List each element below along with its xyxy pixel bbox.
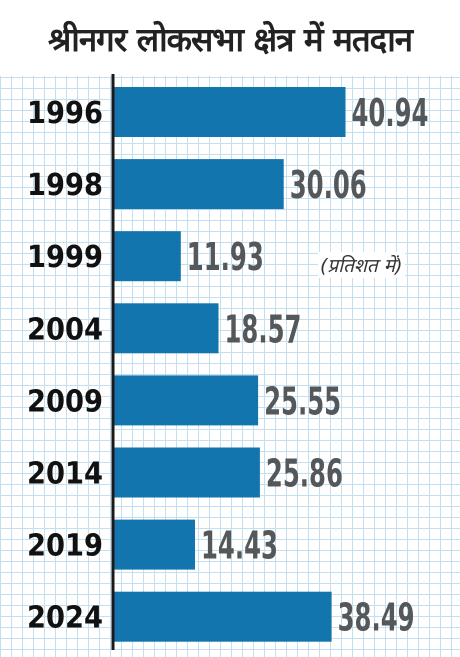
value-label-1996: 40.94 — [352, 91, 429, 135]
bar-1996 — [113, 87, 346, 137]
bars-group — [113, 87, 346, 642]
value-labels-group: 40.94 30.06 11.93 18.57 25.55 25.86 14.43 38.49 — [187, 91, 429, 640]
bar-1998 — [113, 159, 284, 210]
unit-note: (प्रतिशत में) — [318, 252, 405, 278]
bar-2019 — [113, 519, 195, 570]
year-label-1998: 1998 — [27, 168, 103, 203]
value-label-2004: 18.57 — [225, 307, 302, 351]
title-band — [0, 0, 460, 76]
value-label-1999: 11.93 — [187, 235, 264, 279]
value-label-2019: 14.43 — [201, 524, 278, 568]
year-label-2024: 2024 — [27, 601, 103, 636]
value-label-2014: 25.86 — [266, 452, 343, 496]
chart-title: श्रीनगर लोकसभा क्षेत्र में मतदान — [47, 20, 413, 59]
bar-2024 — [113, 591, 332, 642]
value-label-2009: 25.55 — [264, 379, 341, 423]
year-label-2019: 2019 — [27, 529, 103, 564]
year-labels-group: 1996 1998 1999 2004 2009 2014 2019 2024 — [27, 96, 103, 636]
year-label-1999: 1999 — [27, 240, 103, 275]
value-label-2024: 38.49 — [338, 596, 415, 640]
year-label-2009: 2009 — [27, 384, 103, 419]
year-label-2014: 2014 — [27, 457, 103, 492]
bar-1999 — [113, 231, 181, 282]
year-label-1996: 1996 — [27, 96, 103, 131]
bar-2014 — [113, 447, 260, 498]
bar-2004 — [113, 303, 219, 354]
value-label-1998: 30.06 — [290, 163, 367, 207]
year-label-2004: 2004 — [27, 312, 103, 347]
bar-2009 — [113, 375, 259, 426]
